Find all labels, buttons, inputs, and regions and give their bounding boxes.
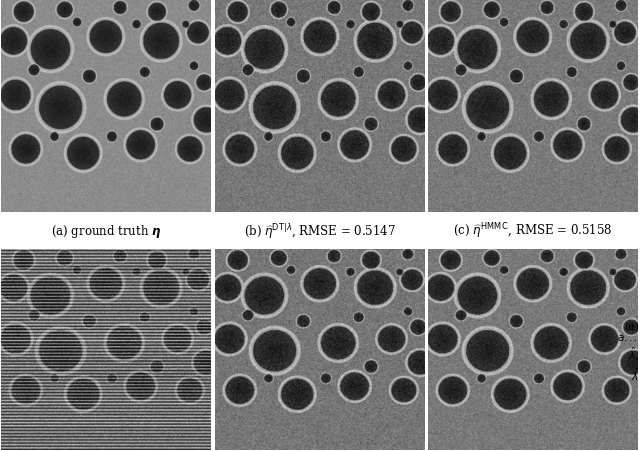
Text: (b) $\widehat{\eta}^{\mathrm{DT}|\lambda}$, RMSE = 0.5147: (b) $\widehat{\eta}^{\mathrm{DT}|\lambda… xyxy=(244,221,396,240)
Text: (d)
$a...$
$\hat{\lambda},$
$\hat{\lambda}$: (d) $a...$ $\hat{\lambda},$ $\hat{\lambd… xyxy=(618,322,639,382)
Text: (c) $\widehat{\eta}^{\mathrm{HMM\,C}}$, RMSE = 0.5158: (c) $\widehat{\eta}^{\mathrm{HMM\,C}}$, … xyxy=(452,221,612,241)
Text: (a) ground truth $\boldsymbol{\eta}$: (a) ground truth $\boldsymbol{\eta}$ xyxy=(51,222,161,239)
